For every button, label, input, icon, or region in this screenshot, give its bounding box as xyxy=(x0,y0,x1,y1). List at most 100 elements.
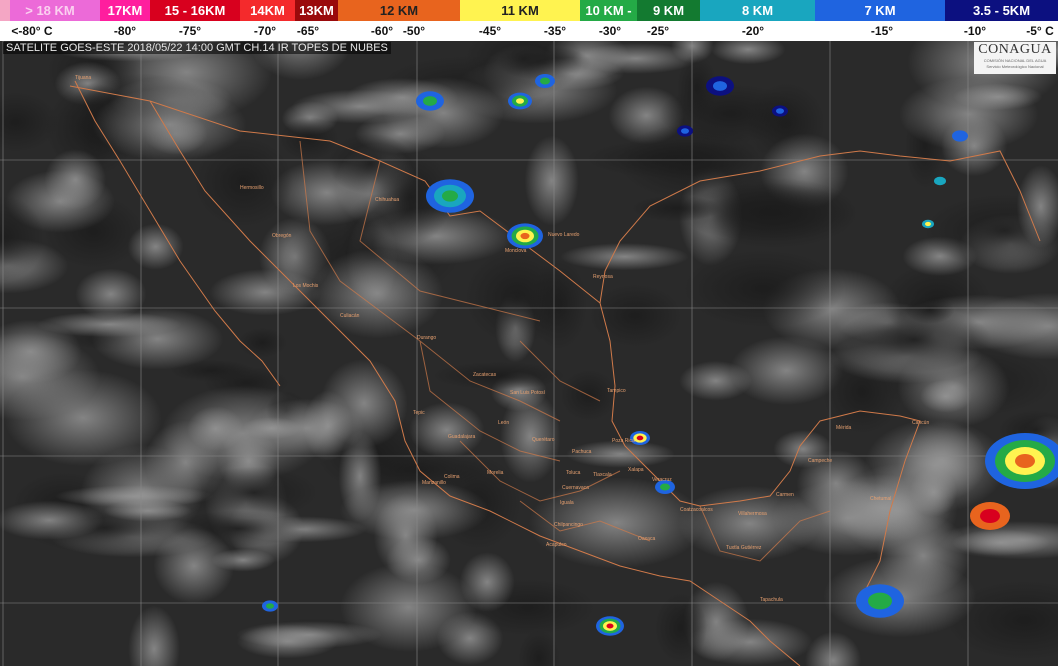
cloud xyxy=(431,361,567,390)
cloud xyxy=(4,369,162,467)
legend-segment: 8 KM xyxy=(700,0,815,21)
city-label: Obregón xyxy=(272,233,292,239)
temperature-label: -70° xyxy=(253,24,277,38)
image-caption: SATELITE GOES-ESTE 2018/05/22 14:00 GMT … xyxy=(3,42,391,54)
storm-cell xyxy=(713,81,727,91)
cloud xyxy=(187,406,244,452)
legend-segment: 10 KM - xyxy=(580,0,637,21)
cloud xyxy=(75,268,147,320)
city-label: Nuevo Laredo xyxy=(548,232,580,238)
temperature-label: -30° xyxy=(598,24,622,38)
storm-cell xyxy=(660,483,670,491)
cloud-layer xyxy=(0,41,1058,666)
storm-cell xyxy=(636,435,644,441)
cloud xyxy=(0,92,59,153)
temperature-scale: <-80° C -80° -75° -70° -65° -60° -50° -45° -35° -… xyxy=(0,21,1058,41)
cloud xyxy=(517,630,561,666)
cloud xyxy=(566,440,675,468)
temperature-label: <-80° C xyxy=(11,24,53,38)
cloud xyxy=(311,248,444,339)
city-label: Tijuana xyxy=(75,75,92,81)
legend-segment: > 18 KM xyxy=(0,0,100,21)
temperature-label: -25° xyxy=(646,24,670,38)
pacific-coast xyxy=(74,80,801,666)
cloud xyxy=(676,54,718,121)
temperature-label: -10° xyxy=(963,24,987,38)
storm-cell xyxy=(934,176,946,186)
cloud xyxy=(584,139,760,179)
city-label: Xalapa xyxy=(628,467,644,473)
cloud xyxy=(0,195,44,282)
cloud xyxy=(237,327,287,358)
city-label: Mérida xyxy=(836,425,852,431)
logo-title: CONAGUA xyxy=(978,42,1052,57)
cloud xyxy=(524,135,579,226)
city-label: Villahermosa xyxy=(738,511,767,517)
altitude-legend: > 18 KM 17KM 15 - 16KM 14KM 13KM 12 KM 11 KM 10… xyxy=(0,0,1058,21)
city-label: Carmen xyxy=(776,492,794,498)
convective-storms xyxy=(262,74,1058,636)
cloud xyxy=(588,284,682,348)
temperature-label: -50° xyxy=(402,24,426,38)
cloud xyxy=(679,360,753,401)
cloud xyxy=(44,149,107,211)
cloud xyxy=(327,132,414,195)
city-label: Chetumal xyxy=(870,496,892,502)
storm-cell xyxy=(423,96,437,106)
city-label: Colima xyxy=(444,474,460,480)
legend-segment: 3.5 - 5KM xyxy=(945,0,1058,21)
city-label: Durango xyxy=(417,335,437,341)
cloud xyxy=(711,41,786,65)
cloud xyxy=(103,500,193,522)
city-label: Campeche xyxy=(808,458,833,464)
city-label: Pachuca xyxy=(572,449,592,455)
city-label: Cuernavaca xyxy=(562,485,589,491)
legend-segment: 17KM xyxy=(100,0,150,21)
cloud xyxy=(408,402,485,458)
cloud xyxy=(864,419,1006,513)
cloud xyxy=(677,182,857,242)
city-label: Los Mochis xyxy=(293,283,319,289)
city-label: Zacatecas xyxy=(473,372,497,378)
legend-segment: 11 KM xyxy=(460,0,580,21)
city-label: Oaxaca xyxy=(638,536,656,542)
city-label: Tapachula xyxy=(760,597,783,603)
cloud xyxy=(193,137,294,228)
satellite-map xyxy=(0,41,1058,666)
legend-segment: 15 - 16KM xyxy=(150,0,240,21)
storm-cell xyxy=(606,623,614,629)
cloud xyxy=(0,500,104,540)
city-label: Chihuahua xyxy=(375,197,400,203)
cloud xyxy=(338,430,382,522)
city-label: Veracruz xyxy=(652,477,672,483)
logo-line1: COMISIÓN NACIONAL DEL AGUA xyxy=(983,58,1047,63)
city-label: Coatzacoalcos xyxy=(680,507,713,513)
state-borders xyxy=(299,140,831,562)
city-label: Poza Rica xyxy=(612,438,635,444)
cloud xyxy=(91,308,224,370)
city-label: San Luis Potosí xyxy=(510,390,546,396)
cloud xyxy=(681,249,845,328)
temperature-label: -5° C xyxy=(1026,24,1054,38)
coastlines-borders xyxy=(69,80,1041,666)
cloud xyxy=(464,249,571,345)
cloud xyxy=(92,87,247,162)
storm-cell xyxy=(925,221,931,227)
legend-segment: 7 KM xyxy=(815,0,945,21)
storm-cell xyxy=(516,98,524,104)
city-label: Tlaxcala xyxy=(593,472,612,478)
storm-cell xyxy=(952,130,968,142)
legend-segment: 13KM xyxy=(295,0,338,21)
storm-cell xyxy=(681,128,689,134)
cloud xyxy=(836,306,992,373)
conagua-logo: CONAGUA COMISIÓN NACIONAL DEL AGUA Servi… xyxy=(974,42,1056,74)
storm-cell xyxy=(442,190,458,202)
cloud xyxy=(373,493,438,578)
city-label: Monclova xyxy=(505,248,527,254)
storm-cell xyxy=(980,509,1000,523)
lat-lon-grid xyxy=(0,41,1058,666)
cloud xyxy=(128,605,180,666)
cloud xyxy=(560,243,689,271)
temperature-label: -75° xyxy=(178,24,202,38)
